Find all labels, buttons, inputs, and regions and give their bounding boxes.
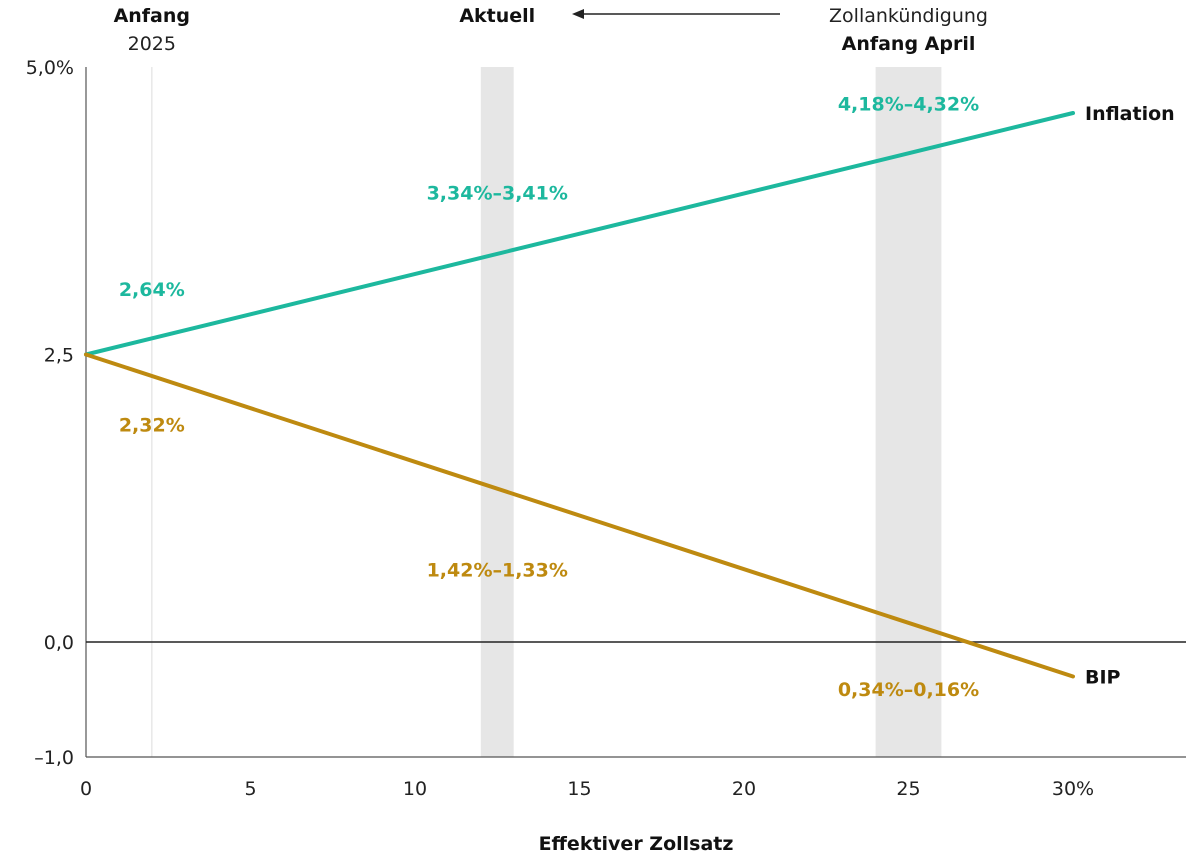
x-tick-label: 20 bbox=[732, 778, 756, 800]
band-label-announcement: Zollankündigung bbox=[829, 5, 988, 27]
x-tick-label: 30% bbox=[1052, 778, 1094, 800]
series-label-inflation: Inflation bbox=[1085, 103, 1175, 125]
y-tick-label: 2,5 bbox=[44, 345, 74, 367]
value-annotation: 0,34%–0,16% bbox=[838, 679, 979, 701]
x-tick-label: 15 bbox=[567, 778, 591, 800]
x-tick-label: 5 bbox=[244, 778, 256, 800]
series-line-bip bbox=[84, 352, 1075, 679]
value-annotation: 1,42%–1,33% bbox=[427, 559, 568, 581]
y-tick-label: 0,0 bbox=[44, 632, 74, 654]
bands-layer bbox=[480, 67, 942, 757]
x-tick-label: 10 bbox=[403, 778, 427, 800]
x-tick-label: 25 bbox=[896, 778, 920, 800]
band-label-april: Anfang April bbox=[842, 33, 976, 55]
shaded-band-1 bbox=[480, 67, 514, 757]
y-tick-label: –1,0 bbox=[34, 747, 74, 769]
x-axis-title: Effektiver Zollsatz bbox=[539, 833, 734, 855]
axes-layer: 5,0% 2,5 0,0 –1,0 0 5 10 15 20 25 30% bbox=[26, 57, 1186, 800]
value-annotation: 3,34%–3,41% bbox=[427, 182, 568, 204]
reference-label-year: 2025 bbox=[128, 33, 176, 55]
series-label-bip: BIP bbox=[1085, 667, 1121, 689]
labels-layer: Inflation BIP 2,64% 3,34%–3,41% 4,18%–4,32% 2… bbox=[114, 5, 1175, 701]
series-layer bbox=[84, 111, 1075, 679]
x-tick-label: 0 bbox=[80, 778, 92, 800]
value-annotation: 4,18%–4,32% bbox=[838, 94, 979, 116]
band-label-current: Aktuell bbox=[459, 5, 535, 27]
shaded-band-2 bbox=[875, 67, 942, 757]
y-tick-label: 5,0% bbox=[26, 57, 74, 79]
reference-label-title: Anfang bbox=[114, 5, 190, 27]
value-annotation: 2,32% bbox=[119, 415, 185, 437]
arrow-head-icon bbox=[572, 9, 584, 19]
series-line-inflation bbox=[84, 111, 1075, 357]
value-annotation: 2,64% bbox=[119, 279, 185, 301]
